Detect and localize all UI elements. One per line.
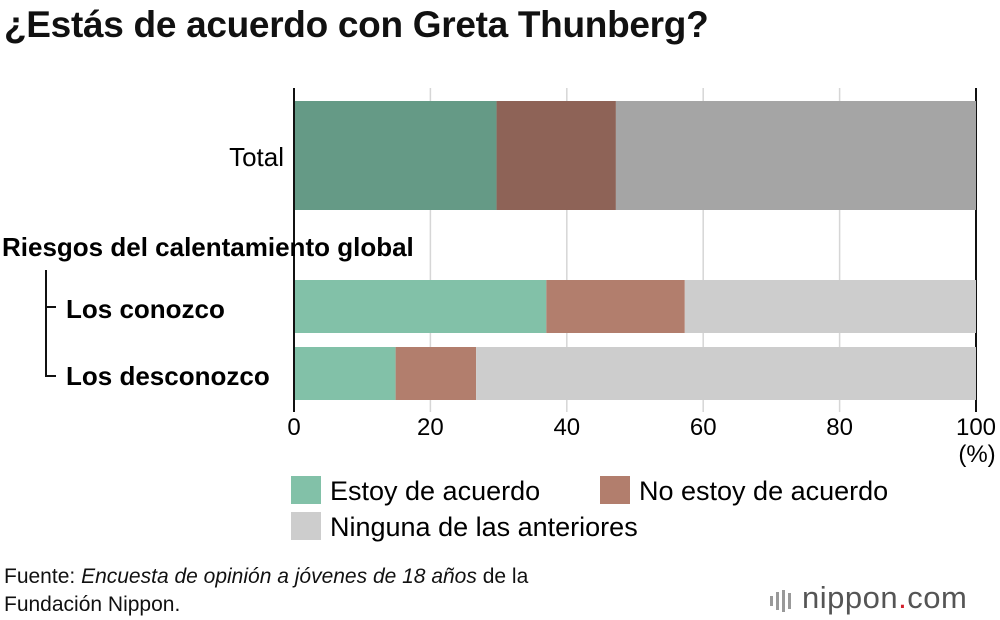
x-axis-unit: (%) — [958, 441, 995, 468]
bar-total-disagree — [496, 101, 616, 210]
category-label-los-desconozco: Los desconozco — [66, 361, 270, 391]
source-prefix: Fuente: — [4, 565, 82, 588]
bar-los-desconozco-none — [476, 347, 976, 400]
bar-los-desconozco-disagree — [395, 347, 477, 400]
x-tick-80: 80 — [826, 414, 853, 441]
legend-swatch-agree — [291, 476, 321, 504]
x-tick-0: 0 — [287, 414, 300, 441]
logo-name: nippon — [802, 580, 899, 615]
legend-swatch-none — [291, 512, 321, 540]
logo-dot: . — [898, 580, 908, 615]
category-label-total: Total — [229, 142, 284, 172]
bars — [293, 88, 976, 412]
group-label: Riesgos del calentamiento global — [2, 232, 414, 262]
bar-los-desconozco-agree — [294, 347, 396, 400]
legend-swatch-disagree — [600, 476, 630, 504]
bar-total-none — [615, 101, 976, 210]
logo-bars-icon — [770, 589, 791, 612]
group-bracket — [45, 270, 56, 377]
nippon-logo: nippon.com — [770, 580, 967, 616]
x-tick-100: 100 — [956, 414, 996, 441]
category-label-los-conozco: Los conozco — [66, 294, 225, 324]
logo-tld: com — [907, 580, 968, 615]
legend-label-disagree: No estoy de acuerdo — [639, 476, 888, 506]
legend: Estoy de acuerdo No estoy de acuerdo Nin… — [291, 476, 888, 542]
x-tick-20: 20 — [417, 414, 444, 441]
legend-label-none: Ninguna de las anteriores — [330, 512, 638, 542]
chart-title: ¿Estás de acuerdo con Greta Thunberg? — [4, 4, 709, 45]
bar-los-conozco-agree — [294, 280, 547, 333]
source-note: Fuente: Encuesta de opinión a jóvenes de… — [4, 563, 528, 619]
legend-label-agree: Estoy de acuerdo — [330, 476, 540, 506]
source-title: Encuesta de opinión a jóvenes de 18 años — [81, 565, 477, 588]
bar-total-agree — [294, 101, 497, 210]
chart-canvas: Total Riesgos del calentamiento global L… — [2, 88, 996, 542]
source-line2: Fundación Nippon. — [4, 593, 181, 616]
bar-los-conozco-none — [684, 280, 976, 333]
x-axis-ticks: 0 20 40 60 80 100 — [287, 414, 996, 441]
bar-los-conozco-disagree — [546, 280, 685, 333]
x-tick-40: 40 — [553, 414, 580, 441]
x-tick-60: 60 — [690, 414, 717, 441]
source-suffix: de la — [476, 565, 529, 588]
